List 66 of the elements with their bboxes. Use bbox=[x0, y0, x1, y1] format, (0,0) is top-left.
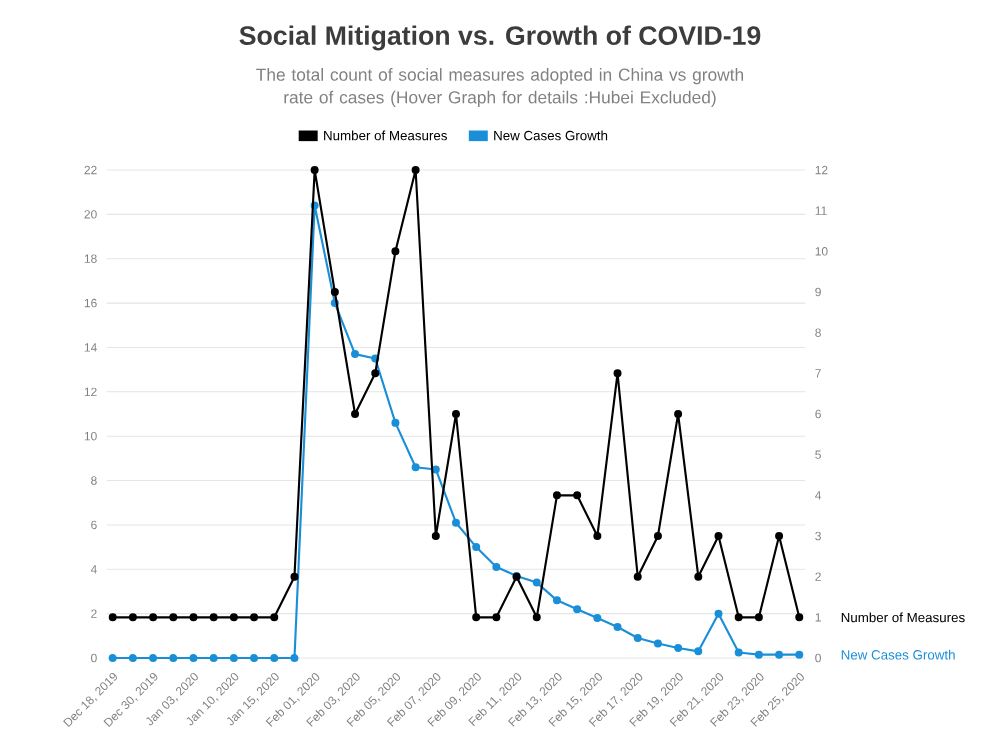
point bbox=[189, 613, 198, 622]
point bbox=[674, 409, 683, 419]
point bbox=[431, 532, 440, 540]
point bbox=[492, 613, 501, 622]
point bbox=[250, 613, 259, 622]
point bbox=[552, 596, 561, 605]
chart-title: Social Mitigation vs. Growth of COVID-19 bbox=[239, 25, 761, 51]
point bbox=[250, 653, 259, 663]
point bbox=[169, 653, 178, 663]
point bbox=[694, 572, 703, 581]
point bbox=[714, 532, 723, 540]
point bbox=[472, 613, 481, 622]
point bbox=[169, 613, 178, 622]
point bbox=[391, 418, 400, 427]
point bbox=[795, 650, 804, 659]
point bbox=[209, 613, 218, 622]
point bbox=[411, 463, 420, 472]
point bbox=[573, 491, 582, 500]
point bbox=[532, 613, 541, 622]
point bbox=[209, 653, 218, 663]
point bbox=[290, 653, 299, 663]
point bbox=[270, 613, 279, 622]
point bbox=[653, 532, 662, 540]
point bbox=[472, 543, 481, 552]
point bbox=[290, 572, 299, 581]
point bbox=[108, 613, 117, 622]
point bbox=[775, 532, 784, 540]
point bbox=[613, 622, 622, 631]
point bbox=[229, 613, 238, 622]
point bbox=[775, 650, 784, 659]
point bbox=[674, 644, 683, 653]
point bbox=[795, 613, 804, 622]
point bbox=[351, 409, 360, 419]
point bbox=[492, 563, 501, 572]
point bbox=[270, 653, 279, 663]
point bbox=[633, 634, 642, 643]
point bbox=[754, 650, 763, 659]
point bbox=[593, 614, 602, 623]
point bbox=[633, 572, 642, 581]
point bbox=[532, 578, 541, 587]
point bbox=[128, 653, 137, 663]
point bbox=[108, 653, 117, 663]
point bbox=[694, 647, 703, 656]
point bbox=[754, 613, 763, 622]
point bbox=[330, 288, 339, 296]
point bbox=[310, 166, 319, 175]
point bbox=[613, 369, 622, 378]
point bbox=[128, 613, 137, 622]
point bbox=[411, 166, 420, 175]
point bbox=[189, 653, 198, 663]
point bbox=[149, 653, 158, 663]
point bbox=[552, 491, 561, 500]
point bbox=[734, 648, 743, 657]
point bbox=[229, 653, 238, 663]
point bbox=[593, 532, 602, 540]
point bbox=[351, 350, 360, 359]
point bbox=[371, 369, 380, 378]
point bbox=[653, 639, 662, 648]
point bbox=[573, 605, 582, 614]
chart-subtitle: The total count of social measures adopted in China vs growth rate of cases (Hover Graph for details :Hubei Excluded) bbox=[256, 68, 744, 107]
point bbox=[452, 518, 460, 527]
point bbox=[391, 247, 400, 256]
point bbox=[714, 609, 723, 618]
point bbox=[149, 613, 158, 622]
point bbox=[452, 409, 460, 419]
point bbox=[734, 613, 743, 622]
